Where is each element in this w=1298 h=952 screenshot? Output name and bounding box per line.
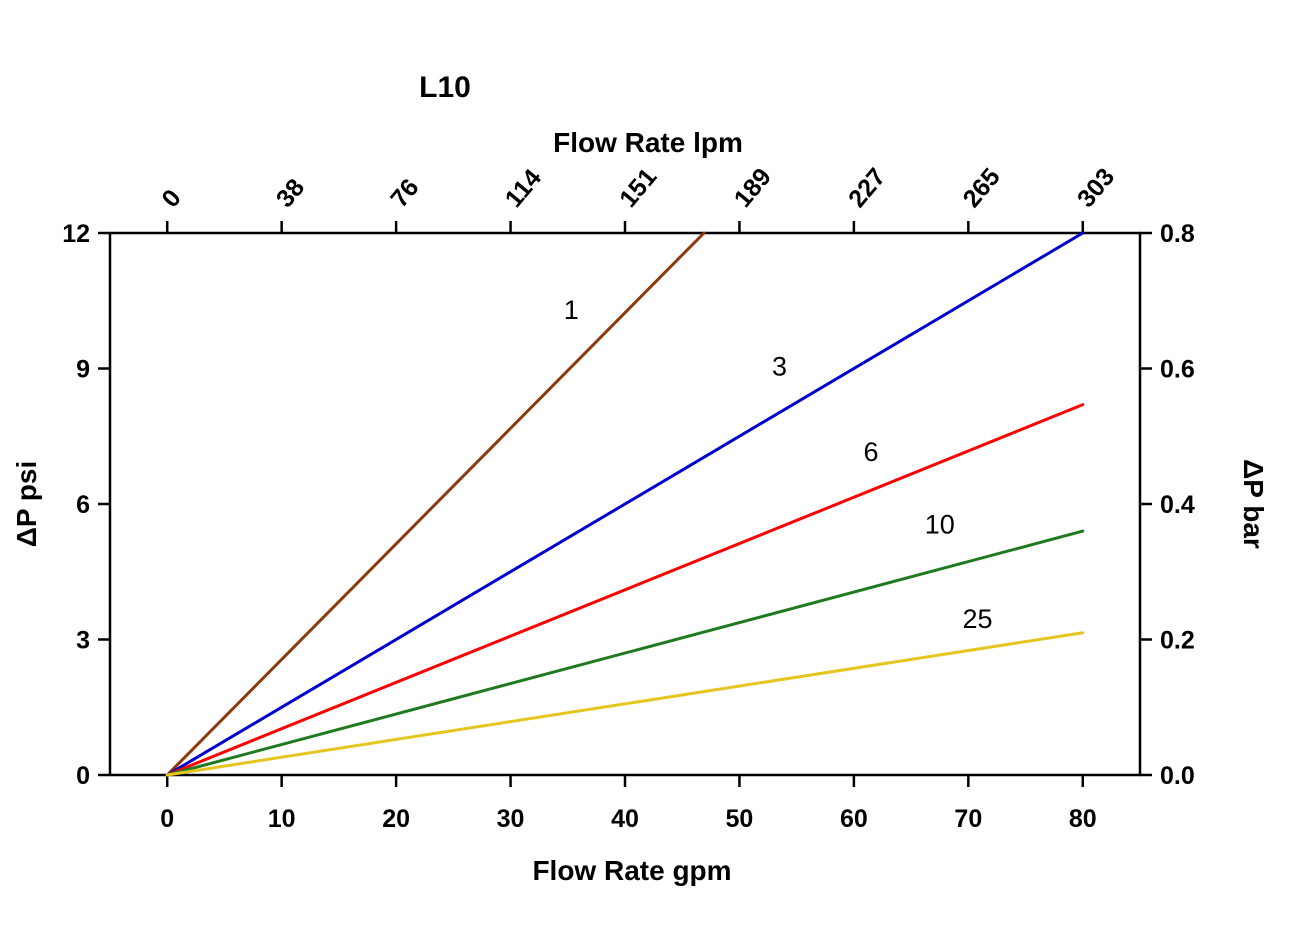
- series-line-3: [165, 231, 1085, 777]
- series-line-25: [165, 631, 1085, 777]
- y-right-tick-label: 0.6: [1160, 356, 1195, 384]
- x-top-tick-label: 76: [385, 174, 424, 213]
- x-bottom-tick-label: 60: [840, 805, 868, 833]
- y-left-tick-label: 0: [76, 762, 90, 790]
- x-bottom-tick-label: 70: [954, 805, 982, 833]
- x-top-tick-label: 0: [156, 184, 186, 213]
- x-top-tick-label: 227: [843, 163, 891, 213]
- y-axis-right-title: ΔP bar: [1238, 459, 1269, 549]
- y-right-tick-label: 0.0: [1160, 762, 1195, 790]
- x-bottom-tick-label: 40: [611, 805, 639, 833]
- series-label-6: 6: [864, 437, 879, 467]
- x-bottom-tick-label: 20: [382, 805, 410, 833]
- chart-title: L10: [419, 71, 471, 104]
- x-top-tick-label: 265: [957, 163, 1005, 213]
- series-label-3: 3: [772, 351, 787, 381]
- series-label-1: 1: [564, 295, 579, 325]
- x-axis-bottom-title: Flow Rate gpm: [532, 855, 731, 886]
- y-right-tick-label: 0.8: [1160, 220, 1195, 248]
- chart-generated: 0 10 20 30 40 50 60 70 800 38 76 114 151 189 227 265 303…: [62, 163, 1195, 833]
- x-bottom-tick-label: 0: [160, 805, 174, 833]
- x-axis-top-title: Flow Rate lpm: [553, 127, 743, 158]
- x-bottom-tick-label: 30: [497, 805, 525, 833]
- x-bottom-tick-label: 10: [268, 805, 296, 833]
- x-top-tick-label: 114: [500, 164, 547, 213]
- series-line-6: [165, 403, 1085, 777]
- x-top-tick-label: 38: [271, 173, 310, 212]
- y-left-tick-label: 9: [76, 356, 90, 384]
- y-left-tick-label: 6: [76, 491, 90, 519]
- x-top-tick-label: 303: [1072, 163, 1120, 213]
- series-line-10: [165, 529, 1085, 777]
- x-bottom-tick-label: 80: [1069, 805, 1097, 833]
- y-axis-left-title: ΔP psi: [11, 461, 42, 548]
- series-label-10: 10: [925, 509, 955, 539]
- x-top-tick-label: 151: [614, 163, 662, 213]
- y-left-tick-label: 12: [62, 220, 90, 248]
- series-label-25: 25: [962, 604, 992, 634]
- y-right-tick-label: 0.2: [1160, 627, 1195, 655]
- series-line-1: [165, 231, 706, 777]
- y-left-tick-label: 3: [76, 627, 90, 655]
- x-bottom-tick-label: 50: [726, 805, 754, 833]
- y-right-tick-label: 0.4: [1160, 491, 1195, 519]
- x-top-tick-label: 189: [729, 163, 777, 213]
